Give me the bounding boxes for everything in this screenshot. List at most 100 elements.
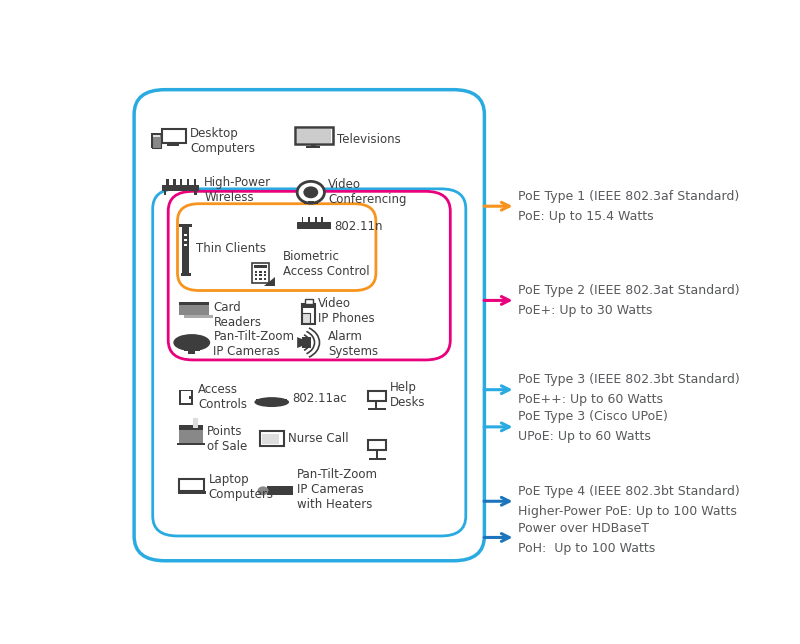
Bar (262, 434, 279, 444)
Bar (181, 272, 190, 276)
Bar (297, 222, 331, 229)
Bar (256, 399, 287, 404)
Bar (190, 395, 192, 399)
Text: Desktop
Computers: Desktop Computers (190, 127, 255, 155)
Bar (179, 305, 209, 316)
Bar (259, 270, 262, 272)
Text: Video
Conferencing: Video Conferencing (328, 178, 406, 206)
Bar (184, 234, 186, 236)
Bar (313, 229, 315, 232)
Bar (323, 229, 326, 232)
Text: Pan-Tilt-Zoom
IP Cameras
with Heaters: Pan-Tilt-Zoom IP Cameras with Heaters (297, 468, 378, 511)
Ellipse shape (303, 186, 318, 198)
Text: Card
Readers: Card Readers (214, 301, 262, 329)
Bar (255, 274, 258, 276)
Bar (368, 440, 386, 450)
Bar (167, 144, 179, 146)
Bar (179, 479, 204, 491)
Bar (188, 351, 195, 354)
Text: PoE: Up to 15.4 Watts: PoE: Up to 15.4 Watts (518, 210, 654, 223)
Text: PoE Type 4 (IEEE 802.3bt Standard): PoE Type 4 (IEEE 802.3bt Standard) (518, 485, 740, 498)
Bar (302, 337, 310, 348)
Bar (162, 185, 199, 191)
Bar (302, 217, 303, 222)
Bar (309, 229, 311, 232)
Bar (264, 278, 266, 279)
Bar (154, 135, 159, 137)
Text: Access
Controls: Access Controls (198, 383, 247, 411)
Bar (179, 390, 193, 404)
Bar (166, 180, 169, 185)
Text: PoE Type 2 (IEEE 802.3at Standard): PoE Type 2 (IEEE 802.3at Standard) (518, 284, 740, 297)
Bar (178, 491, 206, 492)
Bar (308, 217, 310, 222)
Bar (304, 203, 318, 204)
Text: Alarm
Systems: Alarm Systems (328, 330, 378, 358)
Bar (178, 491, 206, 494)
Bar (260, 431, 283, 446)
Bar (179, 428, 203, 442)
Bar (184, 316, 214, 317)
Bar (162, 129, 186, 143)
Bar (179, 303, 209, 305)
Text: UPoE: Up to 60 Watts: UPoE: Up to 60 Watts (518, 430, 651, 443)
Bar (316, 229, 319, 232)
Text: Power over HDBaseT: Power over HDBaseT (518, 522, 650, 535)
Bar (179, 223, 192, 227)
Text: High-Power
Wireless: High-Power Wireless (204, 176, 271, 204)
Bar (151, 133, 162, 148)
Text: PoH:  Up to 100 Watts: PoH: Up to 100 Watts (518, 542, 656, 555)
Text: PoE++: Up to 60 Watts: PoE++: Up to 60 Watts (518, 393, 663, 406)
Ellipse shape (254, 397, 289, 407)
Bar (184, 244, 186, 246)
Bar (255, 278, 258, 279)
Bar (302, 229, 304, 232)
Bar (187, 180, 190, 185)
Text: Pan-Tilt-Zoom
IP Cameras: Pan-Tilt-Zoom IP Cameras (214, 330, 294, 357)
Text: Televisions: Televisions (337, 133, 401, 146)
Text: PoE Type 3 (Cisco UPoE): PoE Type 3 (Cisco UPoE) (518, 410, 668, 424)
Bar (184, 239, 186, 241)
Bar (310, 144, 316, 146)
Bar (306, 146, 320, 147)
Bar (193, 418, 198, 428)
Text: PoE+: Up to 30 Watts: PoE+: Up to 30 Watts (518, 304, 653, 317)
Bar (315, 217, 317, 222)
Bar (252, 263, 270, 283)
Bar (177, 442, 206, 445)
Bar (267, 486, 294, 495)
Bar (374, 401, 377, 408)
Bar (306, 299, 313, 304)
Bar (368, 408, 386, 410)
Bar (260, 488, 267, 493)
Bar (255, 270, 258, 272)
Bar (306, 229, 308, 232)
Text: 802.11n: 802.11n (334, 220, 383, 232)
Ellipse shape (297, 182, 325, 204)
Bar (254, 265, 267, 268)
Bar (369, 458, 386, 460)
Text: Video
IP Phones: Video IP Phones (318, 298, 375, 325)
Bar (194, 180, 196, 185)
Bar (179, 426, 203, 430)
Bar (182, 223, 189, 276)
Text: PoE Type 3 (IEEE 802.3bt Standard): PoE Type 3 (IEEE 802.3bt Standard) (518, 374, 740, 386)
Text: Higher-Power PoE: Up to 100 Watts: Higher-Power PoE: Up to 100 Watts (518, 505, 738, 518)
Ellipse shape (258, 486, 269, 495)
Bar (152, 134, 161, 147)
Bar (368, 391, 386, 401)
Bar (264, 270, 266, 272)
Text: Nurse Call: Nurse Call (289, 431, 349, 445)
Polygon shape (264, 277, 275, 285)
Bar (302, 304, 315, 324)
Bar (184, 348, 200, 351)
Text: Points
of Sale: Points of Sale (207, 425, 247, 453)
Bar (320, 229, 322, 232)
Text: Biometric
Access Control: Biometric Access Control (283, 251, 370, 278)
Bar (171, 143, 175, 145)
Ellipse shape (174, 335, 209, 350)
Text: Thin Clients: Thin Clients (196, 242, 266, 255)
Bar (259, 274, 262, 276)
Bar (302, 304, 315, 308)
Bar (376, 450, 378, 458)
